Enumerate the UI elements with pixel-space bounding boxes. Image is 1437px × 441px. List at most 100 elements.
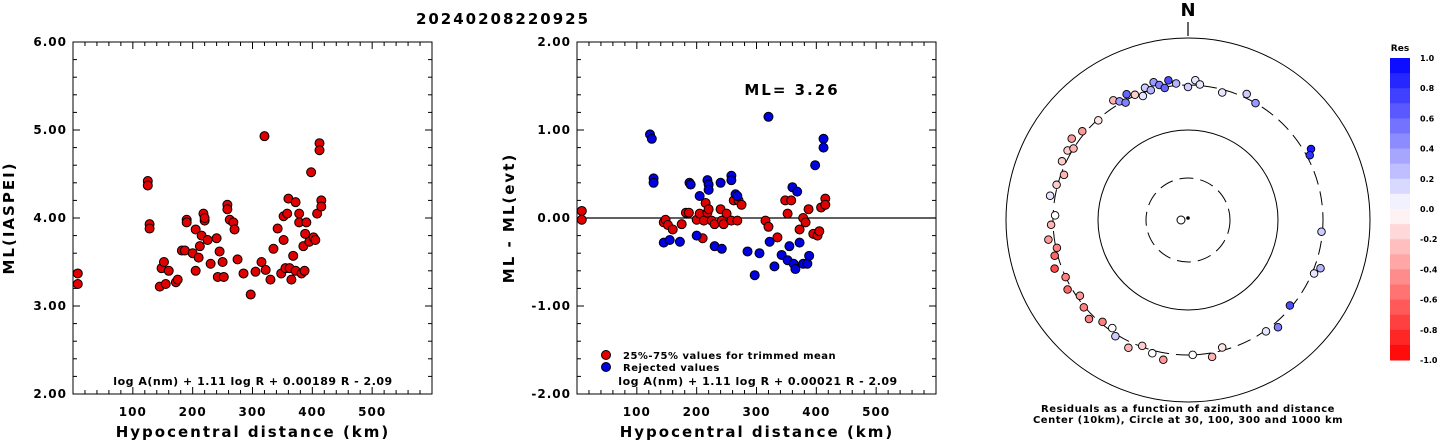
residual-point xyxy=(1063,285,1072,294)
residual-point xyxy=(1046,220,1056,230)
x-tick-label: 500 xyxy=(358,405,386,419)
left-points xyxy=(72,131,327,300)
data-point xyxy=(259,131,270,142)
colorbar-swatch xyxy=(1390,344,1410,361)
left-y-axis-title: ML(IASPEI) xyxy=(0,161,18,274)
residual-point xyxy=(1050,211,1060,220)
accepted-point xyxy=(820,199,831,210)
residual-point xyxy=(1251,98,1260,108)
residual-point xyxy=(1045,191,1055,200)
colorbar-swatch xyxy=(1390,133,1410,150)
colorbar-swatch xyxy=(1390,209,1410,225)
residual-point xyxy=(1059,170,1069,180)
rejected-point xyxy=(818,133,829,144)
rejected-point xyxy=(685,179,696,190)
data-point xyxy=(290,197,301,208)
rejected-point xyxy=(792,186,803,197)
left-x-axis-title: Hypocentral distance (km) xyxy=(116,423,391,441)
left-plot-frame xyxy=(72,41,433,395)
colorbar-label: -0.8 xyxy=(1420,326,1437,335)
data-point xyxy=(256,257,267,267)
rejected-point xyxy=(784,241,795,252)
data-point xyxy=(181,217,192,228)
rejected-point xyxy=(794,237,805,248)
rejected-point xyxy=(664,235,675,245)
accepted-point xyxy=(782,208,793,219)
data-point xyxy=(214,246,225,257)
data-point xyxy=(211,233,222,244)
residual-point xyxy=(1108,323,1117,333)
accepted-point xyxy=(794,224,805,235)
colorbar-swatch xyxy=(1390,118,1410,134)
colorbar-label: 0.8 xyxy=(1420,84,1435,93)
x-tick-label: 400 xyxy=(298,405,326,419)
colorbar-swatch xyxy=(1390,224,1410,240)
accepted-point xyxy=(732,215,743,226)
data-point xyxy=(282,208,293,219)
residual-point xyxy=(1067,134,1076,143)
colorbar-swatch xyxy=(1390,329,1410,346)
caption-line-1: Residuals as a function of azimuth and d… xyxy=(1041,404,1335,415)
data-point xyxy=(288,250,299,261)
x-tick-label: 200 xyxy=(683,405,711,419)
colorbar-swatch xyxy=(1390,148,1410,165)
middle-points xyxy=(576,111,831,281)
ring-300km xyxy=(1052,84,1324,356)
residual-point xyxy=(1171,79,1181,88)
data-point xyxy=(238,268,249,279)
data-point xyxy=(199,213,210,223)
data-point xyxy=(310,235,321,245)
data-point xyxy=(194,241,205,252)
middle-formula: log A(nm) + 1.11 log R + 0.00021 R - 2.0… xyxy=(618,375,897,388)
data-point xyxy=(217,257,228,267)
residual-point xyxy=(1044,235,1053,244)
residual-point xyxy=(1075,291,1085,300)
data-point xyxy=(232,254,243,265)
middle-y-ticks: -2.00 -1.00 0.00 1.00 2.00 xyxy=(531,35,936,401)
polar-points xyxy=(1044,75,1326,365)
data-point xyxy=(218,271,229,282)
data-point xyxy=(306,167,317,178)
data-point xyxy=(299,265,310,276)
data-point xyxy=(294,208,305,219)
x-tick-label: 300 xyxy=(742,405,770,419)
data-point xyxy=(190,224,201,235)
rejected-point xyxy=(749,270,760,281)
middle-y-axis-title: ML - ML(evt) xyxy=(500,153,518,283)
colorbar-swatch xyxy=(1390,178,1410,195)
data-point xyxy=(72,279,83,289)
rejected-point xyxy=(769,261,780,272)
colorbar xyxy=(1390,58,1410,361)
residual-point xyxy=(1317,227,1326,236)
rejected-point xyxy=(732,191,743,201)
middle-scatter-plot: -2.00 -1.00 0.00 1.00 2.00 100 200 300 400 500 M… xyxy=(500,35,937,441)
legend: 25%-75% values for trimmed mean Rejected… xyxy=(601,350,836,374)
y-tick-label: 6.00 xyxy=(33,35,67,49)
residual-point xyxy=(1160,83,1169,93)
rejected-point xyxy=(804,250,815,261)
ring-30km xyxy=(1145,177,1231,263)
rejected-point xyxy=(726,175,737,186)
middle-x-ticks: 100 200 300 400 500 xyxy=(588,42,925,419)
rejected-point xyxy=(691,230,702,241)
x-tick-label: 100 xyxy=(119,405,147,419)
colorbar-swatch xyxy=(1390,239,1410,255)
residual-point xyxy=(1078,127,1087,136)
colorbar-label: 0.0 xyxy=(1420,205,1435,214)
residual-point xyxy=(1124,343,1133,353)
colorbar-swatch xyxy=(1390,73,1410,89)
residual-point xyxy=(1188,350,1197,360)
data-point xyxy=(190,265,201,276)
residual-point xyxy=(1195,80,1205,89)
colorbar-label: 0.4 xyxy=(1420,145,1435,154)
residual-point xyxy=(1079,303,1089,312)
residual-point xyxy=(1061,272,1070,282)
data-point xyxy=(160,279,171,289)
accepted-point xyxy=(676,219,687,230)
data-point xyxy=(245,289,256,300)
epicenter-dot xyxy=(1186,216,1190,220)
data-point xyxy=(300,228,311,239)
residual-point xyxy=(1217,343,1227,352)
legend-accepted-marker xyxy=(601,350,611,360)
data-point xyxy=(172,274,183,285)
